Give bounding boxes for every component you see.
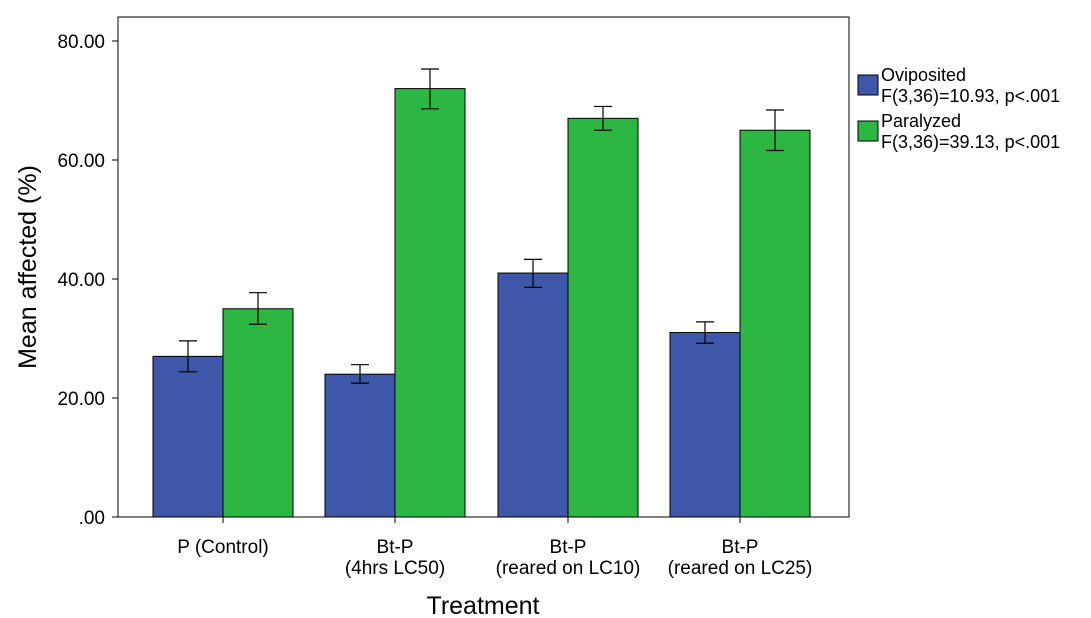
y-tick-label: 80.00 (57, 32, 105, 53)
x-tick-label: Bt-P (722, 537, 759, 558)
legend-swatch-oviposited (857, 74, 879, 96)
bar-paralyzed-1 (394, 88, 466, 518)
bar-oviposited-0 (152, 355, 224, 518)
y-tick-label: .00 (79, 508, 105, 529)
y-tick-label: 40.00 (57, 270, 105, 291)
bar-oviposited-2 (497, 272, 569, 518)
x-tick-label: Bt-P (377, 537, 414, 558)
plot-frame (117, 16, 850, 518)
x-tick-label: Bt-P (550, 537, 587, 558)
bar-oviposited-3 (669, 332, 741, 518)
y-tick-label: 60.00 (57, 151, 105, 172)
y-axis: .00 20.00 40.00 60.00 80.00 (57, 32, 118, 529)
error-bars (179, 68, 784, 384)
y-tick-label: 20.00 (57, 389, 105, 410)
bar-oviposited-1 (324, 373, 396, 518)
x-tick-label: (reared on LC10) (496, 558, 641, 579)
bar-paralyzed-2 (567, 117, 639, 518)
x-axis-title: Treatment (426, 592, 539, 618)
legend-label: Paralyzed (881, 111, 961, 131)
x-tick-label: P (Control) (177, 537, 269, 558)
y-axis-title: Mean affected (%) (14, 165, 42, 369)
x-tick-label: (4hrs LC50) (345, 558, 445, 579)
x-axis: P (Control) Bt-P(4hrs LC50)Bt-P(reared on… (177, 517, 812, 579)
bar-paralyzed-3 (739, 129, 811, 518)
legend-label: Oviposited (881, 65, 966, 85)
bar-paralyzed-0 (222, 308, 294, 518)
x-tick-label: (reared on LC25) (668, 558, 813, 579)
legend-swatch-paralyzed (857, 120, 879, 142)
bars (152, 88, 811, 518)
legend-stat: F(3,36)=39.13, p<.001 (881, 132, 1060, 152)
legend-stat: F(3,36)=10.93, p<.001 (881, 86, 1060, 106)
